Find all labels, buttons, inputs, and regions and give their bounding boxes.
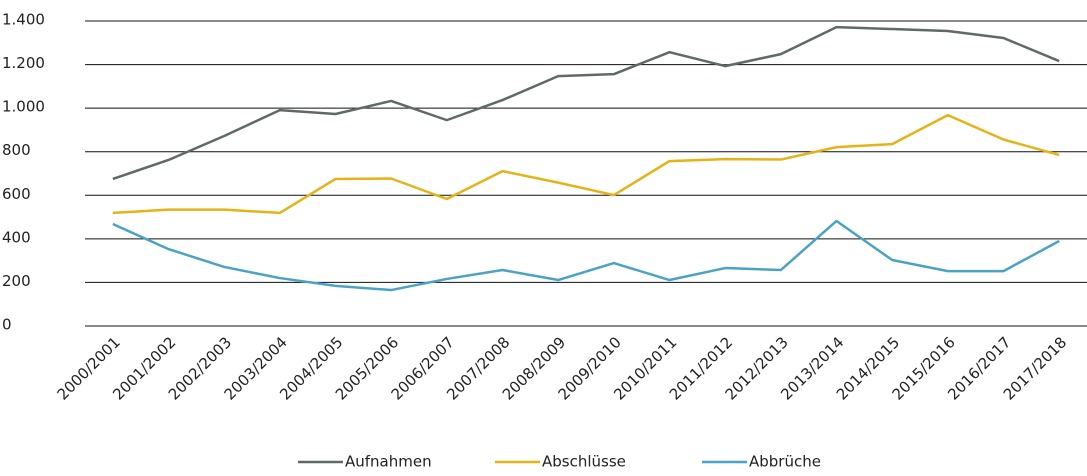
series-line xyxy=(112,113,1060,215)
y-tick-label: 0 xyxy=(2,316,12,334)
series-line xyxy=(112,25,1060,181)
y-tick-label: 1.400 xyxy=(2,11,45,29)
y-tick-label: 200 xyxy=(2,272,31,290)
legend-label: Aufnahmen xyxy=(345,453,432,471)
y-tick-label: 1.200 xyxy=(2,54,45,72)
y-tick-label: 600 xyxy=(2,185,31,203)
legend-label: Abbrüche xyxy=(749,453,821,471)
series-line xyxy=(112,219,1060,292)
y-tick-label: 800 xyxy=(2,141,31,159)
legend-label: Abschlüsse xyxy=(542,453,626,471)
y-tick-label: 1.000 xyxy=(2,98,45,116)
y-tick-label: 400 xyxy=(2,228,31,246)
